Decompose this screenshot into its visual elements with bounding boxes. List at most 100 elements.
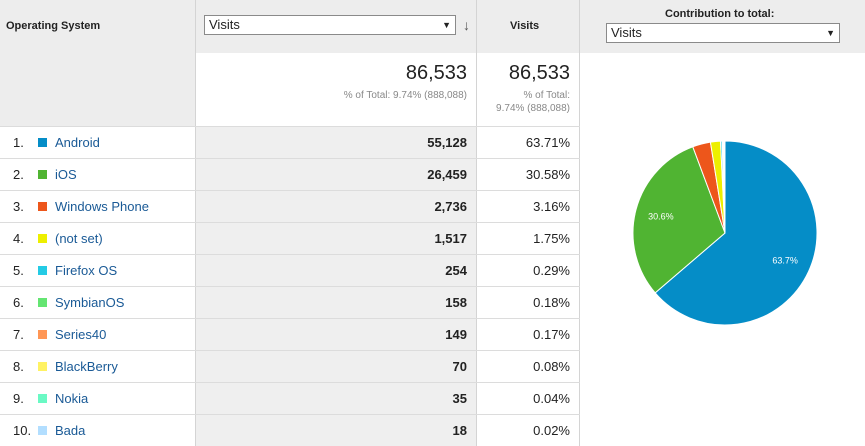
os-link[interactable]: Firefox OS (55, 263, 117, 278)
visits-bar-cell: 158 (196, 287, 477, 318)
visits-percent-cell: 0.04% (477, 383, 580, 414)
visits-value: 149 (445, 327, 467, 342)
legend-swatch (38, 394, 47, 403)
visits-bar-cell: 149 (196, 319, 477, 350)
legend-swatch (38, 362, 47, 371)
metric-select-value: Visits (209, 17, 240, 32)
totals-value: 86,533 (406, 62, 467, 85)
dropdown-arrow-icon: ▼ (826, 24, 835, 42)
os-cell: 2. iOS (0, 159, 196, 190)
visits-percent: 3.16% (533, 199, 570, 214)
visits-percent-cell: 0.17% (477, 319, 580, 350)
visits-column-label[interactable]: Visits (510, 20, 539, 32)
row-number: 1. (13, 135, 24, 150)
totals-note: % of Total: 9.74% (888,088) (344, 90, 467, 101)
visits-percent-cell: 3.16% (477, 191, 580, 222)
os-column-label[interactable]: Operating System (6, 20, 100, 32)
visits-percent-cell: 0.29% (477, 255, 580, 286)
row-number: 5. (13, 263, 24, 278)
visits-value: 26,459 (427, 167, 467, 182)
header-operating-system[interactable]: Operating System (0, 0, 196, 53)
os-link[interactable]: BlackBerry (55, 359, 118, 374)
visits-bar-cell: 2,736 (196, 191, 477, 222)
totals-label-cell (0, 53, 196, 126)
visits-percent: 63.71% (526, 135, 570, 150)
legend-swatch (38, 138, 47, 147)
os-cell: 8. BlackBerry (0, 351, 196, 382)
table-row: 9. Nokia 35 0.04% (0, 382, 580, 414)
sort-descending-icon[interactable]: ↓ (463, 17, 470, 33)
table-row: 6. SymbianOS 158 0.18% (0, 286, 580, 318)
os-link[interactable]: Nokia (55, 391, 88, 406)
row-number: 2. (13, 167, 24, 182)
contribution-select-value: Visits (611, 25, 642, 40)
os-cell: 5. Firefox OS (0, 255, 196, 286)
visits-value: 254 (445, 263, 467, 278)
visits-bar-cell: 254 (196, 255, 477, 286)
table-row: 2. iOS 26,459 30.58% (0, 158, 580, 190)
totals-metric-cell: 86,533 % of Total: 9.74% (888,088) (196, 53, 477, 126)
metric-select[interactable]: Visits ▼ (204, 15, 456, 35)
legend-swatch (38, 330, 47, 339)
os-link[interactable]: Windows Phone (55, 199, 149, 214)
os-link[interactable]: iOS (55, 167, 77, 182)
visits-percent-cell: 30.58% (477, 159, 580, 190)
visits-percent-cell: 0.18% (477, 287, 580, 318)
visits-percent-cell: 0.08% (477, 351, 580, 382)
legend-swatch (38, 170, 47, 179)
row-number: 10. (13, 423, 31, 438)
visits-percent-cell: 1.75% (477, 223, 580, 254)
dropdown-arrow-icon: ▼ (442, 16, 451, 34)
visits-percent: 0.17% (533, 327, 570, 342)
contribution-label: Contribution to total: (665, 8, 774, 20)
header-metric-select-cell: Visits ▼ ↓ (196, 0, 477, 53)
os-cell: 3. Windows Phone (0, 191, 196, 222)
visits-value: 2,736 (434, 199, 467, 214)
visits-value: 158 (445, 295, 467, 310)
visits-percent-cell: 63.71% (477, 127, 580, 158)
os-link[interactable]: Series40 (55, 327, 106, 342)
os-link[interactable]: SymbianOS (55, 295, 124, 310)
os-cell: 9. Nokia (0, 383, 196, 414)
visits-percent: 0.04% (533, 391, 570, 406)
visits-percent: 0.08% (533, 359, 570, 374)
row-number: 6. (13, 295, 24, 310)
table-row: 3. Windows Phone 2,736 3.16% (0, 190, 580, 222)
visits-percent-cell: 0.02% (477, 415, 580, 446)
row-number: 4. (13, 231, 24, 246)
pie-slice-label: 63.7% (772, 256, 798, 266)
totals-visits-value: 86,533 (509, 62, 570, 85)
row-number: 8. (13, 359, 24, 374)
visits-percent: 0.18% (533, 295, 570, 310)
visits-value: 55,128 (427, 135, 467, 150)
totals-visits-note-2: 9.74% (888,088) (496, 103, 570, 114)
row-number: 9. (13, 391, 24, 406)
header-visits[interactable]: Visits (477, 0, 580, 53)
table-row: 4. (not set) 1,517 1.75% (0, 222, 580, 254)
os-link[interactable]: (not set) (55, 231, 103, 246)
visits-bar-cell: 55,128 (196, 127, 477, 158)
os-link[interactable]: Bada (55, 423, 85, 438)
visits-bar-cell: 35 (196, 383, 477, 414)
legend-swatch (38, 426, 47, 435)
legend-swatch (38, 234, 47, 243)
os-link[interactable]: Android (55, 135, 100, 150)
visits-bar-cell: 70 (196, 351, 477, 382)
legend-swatch (38, 298, 47, 307)
contribution-pie-chart: 63.7% 30.6% (580, 53, 865, 443)
visits-percent: 30.58% (526, 167, 570, 182)
totals-visits-cell: 86,533 % of Total: 9.74% (888,088) (477, 53, 580, 126)
visits-percent: 0.29% (533, 263, 570, 278)
pie-slice-label: 30.6% (648, 211, 674, 221)
visits-value: 35 (453, 391, 467, 406)
row-number: 7. (13, 327, 24, 342)
visits-value: 1,517 (434, 231, 467, 246)
table-row: 1. Android 55,128 63.71% (0, 126, 580, 158)
os-cell: 10. Bada (0, 415, 196, 446)
visits-value: 70 (453, 359, 467, 374)
contribution-select[interactable]: Visits ▼ (606, 23, 840, 43)
totals-visits-note-1: % of Total: (523, 90, 570, 101)
visits-bar-cell: 26,459 (196, 159, 477, 190)
row-number: 3. (13, 199, 24, 214)
